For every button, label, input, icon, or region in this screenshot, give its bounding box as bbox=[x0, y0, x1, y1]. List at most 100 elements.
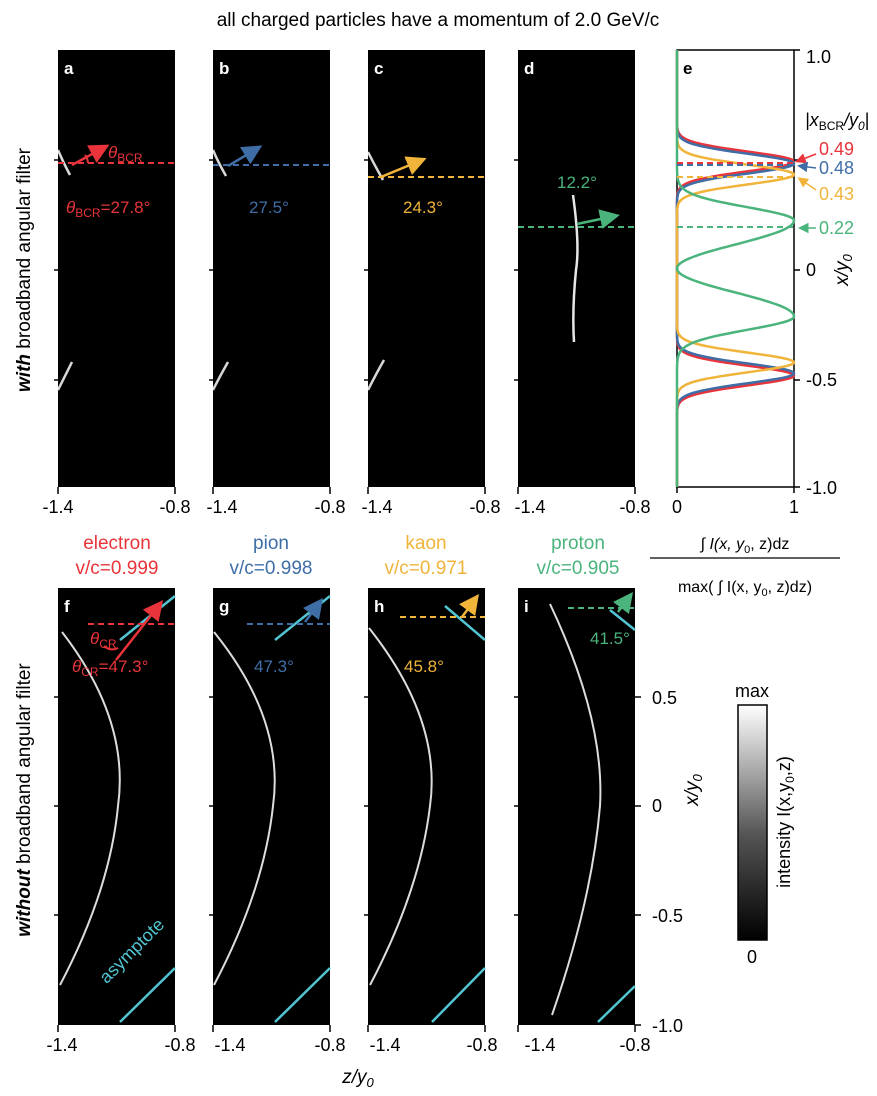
tick-x-top-3: -0.5 bbox=[806, 370, 837, 390]
panel-d: d 12.2° bbox=[518, 50, 635, 487]
panel-c: c 24.3° bbox=[366, 50, 485, 487]
panel-g-background bbox=[213, 588, 330, 1025]
panel-b-trace-lower bbox=[211, 361, 230, 391]
panel-f-trace bbox=[59, 631, 121, 986]
panel-e-series-proton bbox=[675, 50, 796, 487]
tick-z-a-left: -1.4 bbox=[42, 497, 73, 517]
panel-a-theta-symbol: θBCR bbox=[108, 143, 143, 165]
panel-b-background bbox=[213, 50, 330, 487]
panel-e-x-tick-labels: 0 1 bbox=[672, 497, 799, 517]
tick-x-top-1: 1.0 bbox=[806, 47, 831, 67]
tick-x-top-4: -1.0 bbox=[806, 478, 837, 498]
panel-h: h 45.8° bbox=[368, 588, 486, 1025]
panel-i-letter: i bbox=[524, 597, 529, 616]
figure-title: all charged particles have a momentum of… bbox=[217, 10, 660, 31]
particle-proton-name: proton bbox=[551, 533, 605, 554]
panel-e-letter: e bbox=[683, 59, 692, 78]
panel-f-letter: f bbox=[64, 597, 70, 616]
tick-z-c-left: -1.4 bbox=[361, 497, 392, 517]
peak-label-proton: 0.22 bbox=[819, 218, 854, 238]
panel-i-background bbox=[518, 588, 635, 1025]
panel-a-angle-arc bbox=[84, 154, 89, 164]
panel-c-background bbox=[368, 50, 485, 487]
panel-d-theta-value: 12.2° bbox=[557, 173, 597, 192]
tick-x-bottom-3: -0.5 bbox=[652, 906, 683, 926]
panel-a-theta-value: θBCR=27.8° bbox=[66, 198, 150, 220]
particle-kaon-name: kaon bbox=[405, 533, 446, 554]
peak-label-pion: 0.48 bbox=[819, 158, 854, 178]
bottom-x-axis-label: x/y0 bbox=[682, 773, 705, 806]
colorbar-gradient bbox=[737, 704, 768, 941]
tick-x-bottom-1: 0.5 bbox=[652, 688, 677, 708]
panel-e-peak-labels: 0.49 0.48 0.43 0.22 bbox=[819, 139, 854, 238]
particle-kaon-velocity: v/c=0.971 bbox=[385, 558, 468, 579]
panel-a-trace-lower bbox=[56, 361, 74, 391]
panel-b-arrow bbox=[227, 145, 263, 168]
panel-f: f θCR θCR=47.3° asymptote bbox=[58, 588, 176, 1025]
colorbar-title: intensity I(x,y0,z) bbox=[774, 756, 797, 888]
tick-z-h-right: -0.8 bbox=[466, 1035, 497, 1055]
panel-e-frame bbox=[676, 49, 795, 488]
panel-c-arrow bbox=[380, 156, 427, 179]
row-label-with: with broadband angular filter bbox=[14, 147, 35, 392]
tick-z-g-right: -0.8 bbox=[314, 1035, 345, 1055]
panel-h-arrow bbox=[459, 593, 479, 618]
bottom-row-x-tick-labels: 0.5 0 -0.5 -1.0 bbox=[652, 688, 683, 1036]
panel-b-trace-upper bbox=[211, 149, 228, 177]
colorbar-min-label: 0 bbox=[747, 947, 757, 967]
panel-i-theta-value: 41.5° bbox=[590, 629, 630, 648]
tick-z-h-left: -1.4 bbox=[369, 1035, 400, 1055]
panel-e: e 1.0 0 -0.5 -1.0 x/y0 |xBCR/y0| 0.49 0.… bbox=[650, 47, 869, 599]
particle-pion-velocity: v/c=0.998 bbox=[230, 558, 313, 579]
panel-d-trace bbox=[571, 194, 579, 343]
panel-a: a θBCR θBCR=27.8° bbox=[56, 50, 175, 487]
panel-d-arrow bbox=[576, 209, 620, 229]
panel-f-arrow bbox=[115, 600, 164, 661]
panel-e-y-axis-label: x/y0 bbox=[832, 253, 855, 286]
panel-g: g 47.3° bbox=[213, 588, 331, 1025]
panel-b-letter: b bbox=[219, 59, 229, 78]
tick-z-d-right: -0.8 bbox=[619, 497, 650, 517]
panel-a-arrow bbox=[71, 144, 110, 167]
tick-x-bottom-4: -1.0 bbox=[652, 1016, 683, 1036]
colorbar: max 0 intensity I(x,y0,z) bbox=[735, 681, 797, 967]
panel-c-theta-value: 24.3° bbox=[403, 198, 443, 217]
panel-f-theta-symbol: θCR bbox=[90, 629, 117, 651]
row-label-without: without broadband angular filter bbox=[14, 663, 35, 937]
panel-f-background bbox=[58, 588, 175, 1025]
top-row-z-axis: -1.4 -0.8 -1.4 -0.8 -1.4 -0.8 -1.4 -0.8 bbox=[42, 497, 650, 517]
panel-h-background bbox=[368, 588, 485, 1025]
panel-h-letter: h bbox=[374, 597, 384, 616]
panel-i-arrow bbox=[613, 592, 633, 614]
panel-i-trace bbox=[549, 603, 602, 1016]
panel-g-arrow bbox=[303, 598, 323, 623]
panel-i-asymptote-lower bbox=[597, 985, 636, 1023]
tick-x-top-2: 0 bbox=[806, 260, 816, 280]
tick-e-0: 0 bbox=[672, 497, 682, 517]
panel-e-xlabel-denominator: max( ∫ I(x, y0, z)dz) bbox=[678, 579, 812, 599]
bottom-row-tick-marks bbox=[54, 696, 641, 1032]
panel-h-asymptote-upper bbox=[444, 605, 486, 641]
panel-e-series bbox=[675, 50, 796, 487]
panel-f-theta-value: θCR=47.3° bbox=[72, 657, 148, 679]
bottom-row-z-axis: -1.4 -0.8 -1.4 -0.8 -1.4 -0.8 -1.4 -0.8 bbox=[46, 1035, 650, 1055]
tick-z-f-right: -0.8 bbox=[164, 1035, 195, 1055]
panel-d-letter: d bbox=[524, 59, 534, 78]
panel-e-y-tick-labels: 1.0 0 -0.5 -1.0 bbox=[806, 47, 837, 498]
panel-h-asymptote-lower bbox=[431, 967, 486, 1023]
panel-h-theta-value: 45.8° bbox=[404, 657, 444, 676]
panel-e-ratio-label: |xBCR/y0| bbox=[805, 110, 869, 133]
panel-g-asymptote-lower bbox=[274, 967, 331, 1023]
tick-z-i-left: -1.4 bbox=[524, 1035, 555, 1055]
panel-g-theta-value: 47.3° bbox=[254, 657, 294, 676]
tick-z-g-left: -1.4 bbox=[214, 1035, 245, 1055]
particle-proton-velocity: v/c=0.905 bbox=[537, 558, 620, 579]
tick-z-c-right: -0.8 bbox=[469, 497, 500, 517]
panel-i: i 41.5° bbox=[518, 588, 636, 1025]
tick-e-1: 1 bbox=[789, 497, 799, 517]
tick-z-f-left: -1.4 bbox=[46, 1035, 77, 1055]
tick-z-i-right: -0.8 bbox=[619, 1035, 650, 1055]
panel-e-xlabel-numerator: ∫ I(x, y0, z)dz bbox=[700, 536, 790, 556]
panel-b: b 27.5° bbox=[211, 50, 330, 487]
